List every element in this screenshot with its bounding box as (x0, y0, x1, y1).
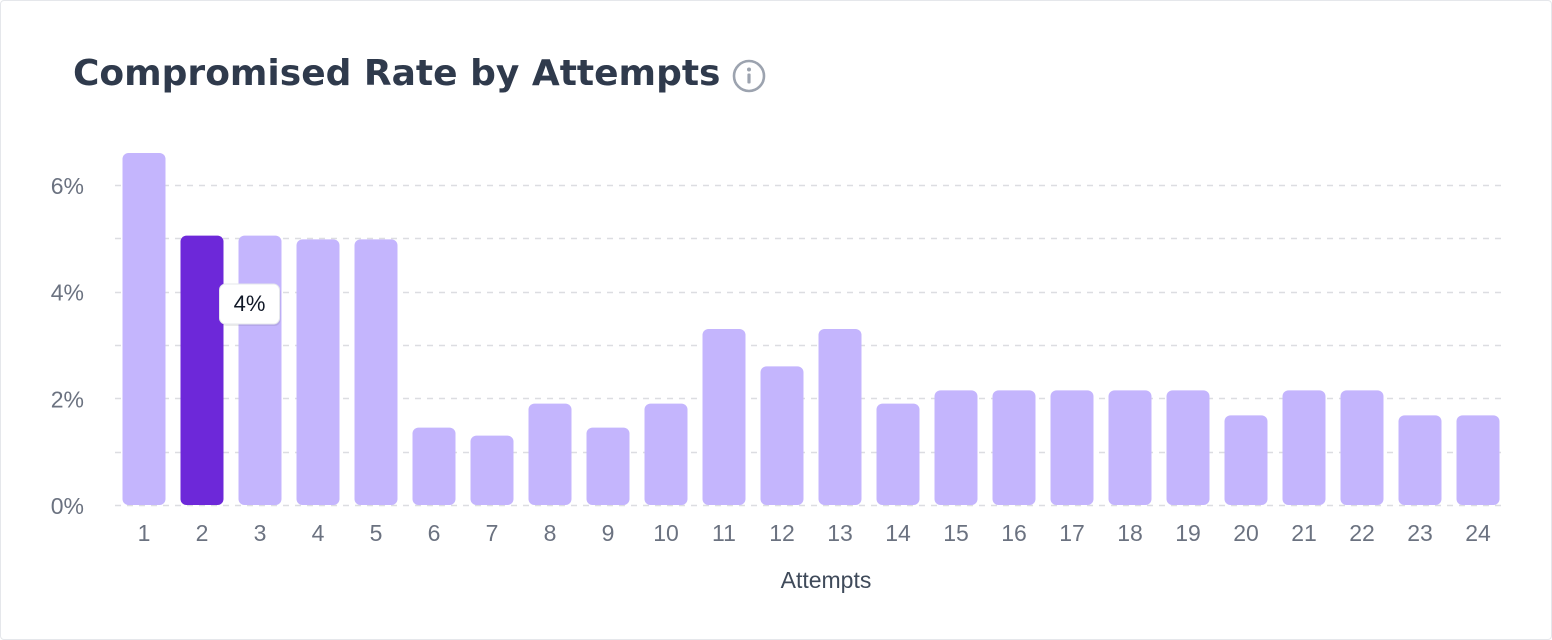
bar-22[interactable] (1340, 390, 1384, 505)
bars (122, 153, 1500, 505)
bar-1[interactable] (122, 153, 166, 505)
bar-5[interactable] (354, 239, 398, 505)
bar-21[interactable] (1282, 390, 1326, 505)
x-tick-label: 4 (312, 520, 325, 546)
x-tick-label: 11 (712, 520, 736, 546)
bar-13[interactable] (818, 329, 862, 505)
y-axis: 0% 2% 4% 6% (51, 173, 84, 519)
x-tick-label: 19 (1175, 520, 1201, 546)
x-tick-label: 5 (370, 520, 383, 546)
x-tick-label: 21 (1291, 520, 1317, 546)
x-tick-label: 16 (1001, 520, 1027, 546)
x-tick-label: 6 (428, 520, 441, 546)
x-tick-label: 15 (943, 520, 969, 546)
info-icon[interactable] (732, 59, 766, 93)
x-tick-label: 22 (1349, 520, 1375, 546)
y-tick-label: 4% (51, 280, 84, 306)
x-tick-label: 17 (1059, 520, 1085, 546)
bar-11[interactable] (702, 329, 746, 505)
bar-4[interactable] (296, 239, 340, 505)
bar-6[interactable] (412, 427, 456, 505)
bar-20[interactable] (1224, 415, 1268, 505)
bar-3[interactable] (238, 235, 282, 505)
tooltip: 4% (219, 283, 281, 326)
y-tick-label: 0% (51, 493, 84, 519)
x-tick-label: 8 (544, 520, 557, 546)
x-tick-label: 7 (486, 520, 499, 546)
bar-24[interactable] (1456, 415, 1500, 505)
bar-23[interactable] (1398, 415, 1442, 505)
x-tick-label: 9 (602, 520, 615, 546)
x-tick-label: 13 (827, 520, 853, 546)
bar-19[interactable] (1166, 390, 1210, 505)
chart-title: Compromised Rate by Attempts (73, 53, 721, 94)
x-tick-label: 1 (138, 520, 151, 546)
bar-2[interactable] (180, 235, 224, 505)
y-tick-label: 2% (51, 386, 84, 412)
x-tick-label: 23 (1407, 520, 1433, 546)
x-tick-label: 18 (1117, 520, 1143, 546)
bar-12[interactable] (760, 366, 804, 505)
y-tick-label: 6% (51, 173, 84, 199)
x-axis-title: Attempts (781, 567, 872, 593)
bar-7[interactable] (470, 435, 514, 505)
x-tick-label: 20 (1233, 520, 1259, 546)
bar-9[interactable] (586, 427, 630, 505)
x-axis: 1 2 3 4 5 6 7 8 9 10 11 12 13 14 15 16 17 18 19 20 21 22 23 24 (138, 520, 1491, 546)
bar-15[interactable] (934, 390, 978, 505)
x-tick-label: 12 (769, 520, 795, 546)
tooltip-box (219, 283, 280, 325)
x-tick-label: 2 (196, 520, 209, 546)
bar-8[interactable] (528, 403, 572, 505)
grid-lines (115, 184, 1507, 507)
bar-10[interactable] (644, 403, 688, 505)
bar-18[interactable] (1108, 390, 1152, 505)
bar-16[interactable] (992, 390, 1036, 505)
x-tick-label: 3 (254, 520, 267, 546)
x-tick-label: 14 (885, 520, 911, 546)
tooltip-text: 4% (234, 291, 266, 316)
x-tick-label: 24 (1465, 520, 1491, 546)
x-tick-label: 10 (653, 520, 679, 546)
title-row: Compromised Rate by Attempts (73, 53, 766, 94)
bar-14[interactable] (876, 403, 920, 505)
bar-17[interactable] (1050, 390, 1094, 505)
